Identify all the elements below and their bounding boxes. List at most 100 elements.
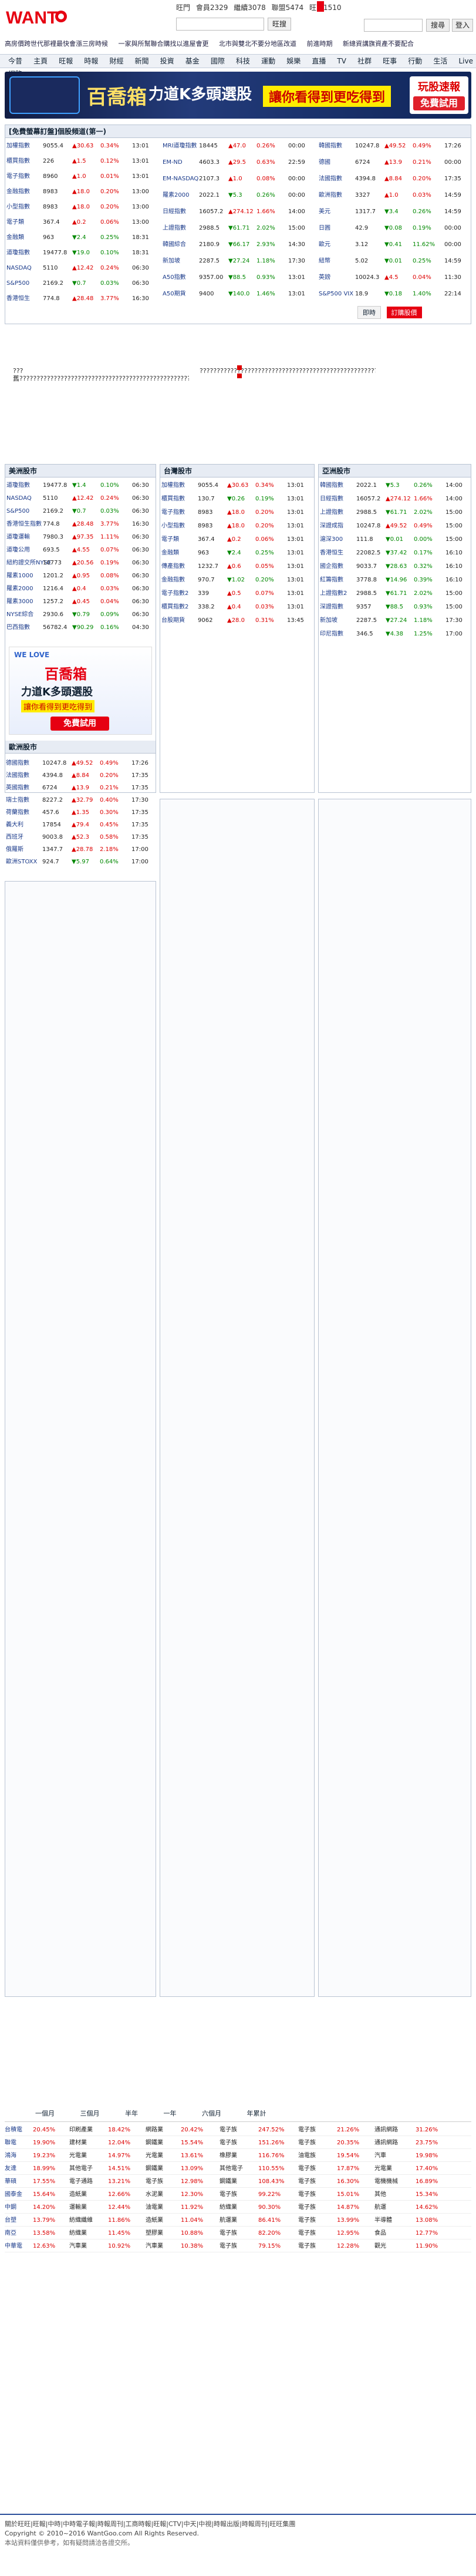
top-link[interactable]: 聯盟5474 [271, 4, 304, 12]
quote-row[interactable]: MRI道瓊指數 18445 ▲47.0 0.26% 00:00 [163, 140, 314, 152]
top-link[interactable]: 會員2329 [195, 4, 228, 12]
side-ad[interactable]: WE LOVE 百喬箱 力道K多頭選股 讓你看得到更吃得到 免費試用 [9, 647, 152, 735]
performance-row[interactable]: 聯電 19.90% 建材業 12.04% 鋼鐵業 15.54% 電子族 151.26% 電子族 2… [5, 2137, 471, 2149]
search-button[interactable]: 旺搜 [268, 18, 291, 31]
nav-item[interactable]: 旺報 [59, 57, 73, 65]
quote-row[interactable]: 電子指數2 339 ▲0.5 0.07% 13:01 [161, 588, 313, 600]
quote-row[interactable]: 歐洲指數 3327 ▲1.0 0.03% 14:59 [319, 190, 470, 201]
quote-row[interactable]: A50期貨 9400 ▼140.0 1.46% 13:01 [163, 288, 314, 300]
quote-row[interactable]: S&P500 2169.2 ▼0.7 0.03% 06:30 [6, 278, 158, 290]
nav-item[interactable]: 科技 [235, 57, 250, 65]
tab-realtime[interactable]: 即時 [357, 306, 381, 319]
tab-period[interactable]: 一年 [163, 2110, 177, 2117]
quote-row[interactable]: 法國指數 4394.8 ▲8.84 0.20% 17:35 [6, 770, 157, 782]
quote-row[interactable]: 傳產指數 1232.7 ▲0.6 0.05% 13:01 [161, 561, 313, 573]
free-trial-button[interactable]: 免費試用 [413, 96, 465, 110]
quote-row[interactable]: 金融類 963 ▼2.4 0.25% 18:31 [6, 232, 158, 244]
quote-row[interactable]: 紐約證交所NYSE 10773 ▲20.56 0.19% 06:30 [6, 557, 158, 569]
want-logo[interactable]: WANT [5, 4, 68, 29]
quote-row[interactable]: 羅素3000 1257.2 ▲0.45 0.04% 06:30 [6, 596, 158, 608]
quote-row[interactable]: 上證指數 2988.5 ▼61.71 2.02% 15:00 [163, 223, 314, 234]
quote-row[interactable]: 加權指數 9055.4 ▲30.63 0.34% 13:01 [161, 480, 313, 492]
quote-row[interactable]: 櫃買指數2 338.2 ▲0.4 0.03% 13:01 [161, 601, 313, 613]
quote-row[interactable]: 小型指數 8983 ▲18.0 0.20% 13:01 [161, 520, 313, 532]
nav-item[interactable]: 行動 [408, 57, 423, 65]
quote-row[interactable]: 歐元 3.12 ▼0.41 11.62% 00:00 [319, 239, 470, 251]
tag-link[interactable]: 新總資講旗資產不要配合 [343, 40, 414, 48]
quote-row[interactable]: EM-ND 4603.3 ▲29.5 0.63% 22:59 [163, 157, 314, 169]
rt-search-button[interactable]: 搜尋 [426, 19, 450, 32]
quote-row[interactable]: 韓國指數 10247.8 ▲49.52 0.49% 17:26 [319, 140, 470, 152]
nav-item[interactable]: 旺事 [383, 57, 397, 65]
quote-row[interactable]: 新加坡 2287.5 ▼27.24 1.18% 17:30 [320, 615, 471, 627]
quote-row[interactable]: 巴西指數 56782.4 ▼90.29 0.16% 04:30 [6, 622, 158, 634]
quote-row[interactable]: 國企指數 9033.7 ▼28.63 0.32% 16:10 [320, 561, 471, 573]
quote-row[interactable]: NASDAQ 5110 ▲12.42 0.24% 06:30 [6, 263, 158, 274]
performance-row[interactable]: 台塑 13.79% 紡織纖維 11.86% 造紙業 11.04% 航運業 86.41% 電子族 1… [5, 2215, 471, 2227]
performance-row[interactable]: 華碩 17.55% 電子通路 13.21% 電子族 12.98% 鋼鐵業 108.43% 電子族… [5, 2176, 471, 2188]
quote-row[interactable]: EM-NASDAQ 2107.3 ▲1.0 0.08% 00:00 [163, 173, 314, 185]
quote-row[interactable]: 道瓊指數 19477.8 ▼1.4 0.10% 06:30 [6, 480, 158, 492]
nav-item[interactable]: 直播 [312, 57, 326, 65]
quote-row[interactable]: S&P500 2169.2 ▼0.7 0.03% 06:30 [6, 506, 158, 517]
quote-row[interactable]: 電子類 367.4 ▲0.2 0.06% 13:00 [6, 217, 158, 228]
tab-period[interactable]: 一個月 [35, 2110, 55, 2117]
nav-item[interactable]: 運動 [261, 57, 276, 65]
quote-row[interactable]: A50指數 9357.00 ▼88.5 0.93% 13:01 [163, 272, 314, 284]
quote-row[interactable]: 瑞士指數 8227.2 ▲32.79 0.40% 17:30 [6, 795, 157, 806]
performance-row[interactable]: 中鋼 14.20% 運輸業 12.44% 油電業 11.92% 紡織業 90.30% 電子族 14… [5, 2202, 471, 2214]
nav-item[interactable]: 生活 [433, 57, 448, 65]
quote-row[interactable]: 日圓 42.9 ▼0.08 0.19% 00:00 [319, 223, 470, 234]
quote-row[interactable]: 上證指數2 2988.5 ▼61.71 2.02% 15:00 [320, 588, 471, 600]
quote-row[interactable]: 小型指數 8983 ▲18.0 0.20% 13:00 [6, 201, 158, 213]
nav-item[interactable]: Live [458, 57, 474, 65]
performance-row[interactable]: 中華電 12.63% 汽車業 10.92% 汽車業 10.38% 電子族 79.15% 電子族 1… [5, 2241, 471, 2252]
nav-item[interactable]: 今昔 [8, 57, 23, 65]
quote-row[interactable]: 義大利 17854 ▲79.4 0.45% 17:35 [6, 819, 157, 831]
quote-row[interactable]: S&P500 VIX 18.9 ▼0.18 1.40% 22:14 [319, 288, 470, 300]
tag-link[interactable]: 一家與所幫聯合購找以進屋會更 [118, 40, 209, 48]
performance-row[interactable]: 南亞 13.58% 紡織業 11.45% 塑膠業 10.88% 電子族 82.20% 電子族 12… [5, 2228, 471, 2239]
quote-row[interactable]: 香港恒生 774.8 ▲28.48 3.77% 16:30 [6, 293, 158, 305]
nav-item[interactable]: 財經 [109, 57, 124, 65]
quote-row[interactable]: 英國指數 6724 ▲13.9 0.21% 17:35 [6, 782, 157, 794]
quote-row[interactable]: 電子類 367.4 ▲0.2 0.06% 13:01 [161, 534, 313, 546]
quote-row[interactable]: NASDAQ 5110 ▲12.42 0.24% 06:30 [6, 493, 158, 505]
footer-links[interactable]: 關於旺旺|旺報|中時|中時電子報|時報周刊|工商時報|旺報|CTV|中天|中視|… [5, 2520, 296, 2528]
nav-item[interactable]: 主頁 [33, 57, 48, 65]
login-id-input[interactable] [364, 19, 423, 32]
quote-row[interactable]: 日經指數 16057.2 ▲274.12 1.66% 14:00 [163, 206, 314, 218]
top-link[interactable]: 旺寶1510 [309, 4, 342, 12]
tag-link[interactable]: 北市與雙北不要分地區改道 [219, 40, 296, 48]
nav-item[interactable]: 社群 [357, 57, 372, 65]
quote-row[interactable]: 電子指數 8960 ▲1.0 0.01% 13:01 [6, 171, 158, 183]
quote-row[interactable]: NYSE綜合 2930.6 ▼0.79 0.09% 06:30 [6, 609, 158, 621]
nav-item[interactable]: 投資 [160, 57, 174, 65]
quote-row[interactable]: 上證指數 2988.5 ▼61.71 2.02% 15:00 [320, 507, 471, 519]
quote-row[interactable]: 金融指數 8983 ▲18.0 0.20% 13:00 [6, 186, 158, 198]
quote-row[interactable]: 道瓊公用 693.5 ▲4.55 0.07% 06:30 [6, 544, 158, 556]
quote-row[interactable]: 法國指數 4394.8 ▲8.84 0.20% 17:35 [319, 173, 470, 185]
quote-row[interactable]: 紅籌指數 3778.8 ▼14.96 0.39% 16:10 [320, 574, 471, 586]
quote-row[interactable]: 德國 6724 ▲13.9 0.21% 00:00 [319, 157, 470, 169]
quote-row[interactable]: 滬深300 111.8 ▼0.01 0.00% 15:00 [320, 534, 471, 546]
quote-row[interactable]: 西班牙 9003.8 ▲52.3 0.58% 17:35 [6, 832, 157, 843]
login-button[interactable]: 登入 [452, 19, 473, 32]
top-link[interactable]: 繼續3078 [234, 4, 266, 12]
search-input[interactable] [176, 18, 264, 31]
quote-row[interactable]: 櫃買指數 130.7 ▼0.26 0.19% 13:01 [161, 493, 313, 505]
quote-row[interactable]: 金融類 963 ▼2.4 0.25% 13:01 [161, 547, 313, 559]
nav-item[interactable]: 國際 [210, 57, 225, 65]
nav-item[interactable]: 時報 [84, 57, 99, 65]
tab-period[interactable]: 半年 [125, 2110, 138, 2117]
quote-row[interactable]: 美元 1317.7 ▼3.4 0.26% 14:59 [319, 206, 470, 218]
quote-row[interactable]: 羅素1000 1201.2 ▲0.95 0.08% 06:30 [6, 570, 158, 582]
quote-row[interactable]: 荷蘭指數 457.6 ▲1.35 0.30% 17:35 [6, 807, 157, 819]
nav-item[interactable]: 新聞 [134, 57, 149, 65]
quote-row[interactable]: 深證成指 10247.8 ▲49.52 0.49% 15:00 [320, 520, 471, 532]
quote-row[interactable]: 羅素2000 2022.1 ▼5.3 0.26% 00:00 [163, 190, 314, 201]
quote-row[interactable]: 加權指數 9055.4 ▲30.63 0.34% 13:01 [6, 140, 158, 152]
tab-period[interactable]: 三個月 [80, 2110, 100, 2117]
tag-link[interactable]: 前進時期 [306, 40, 333, 48]
tab-period[interactable]: 年累計 [247, 2110, 266, 2117]
